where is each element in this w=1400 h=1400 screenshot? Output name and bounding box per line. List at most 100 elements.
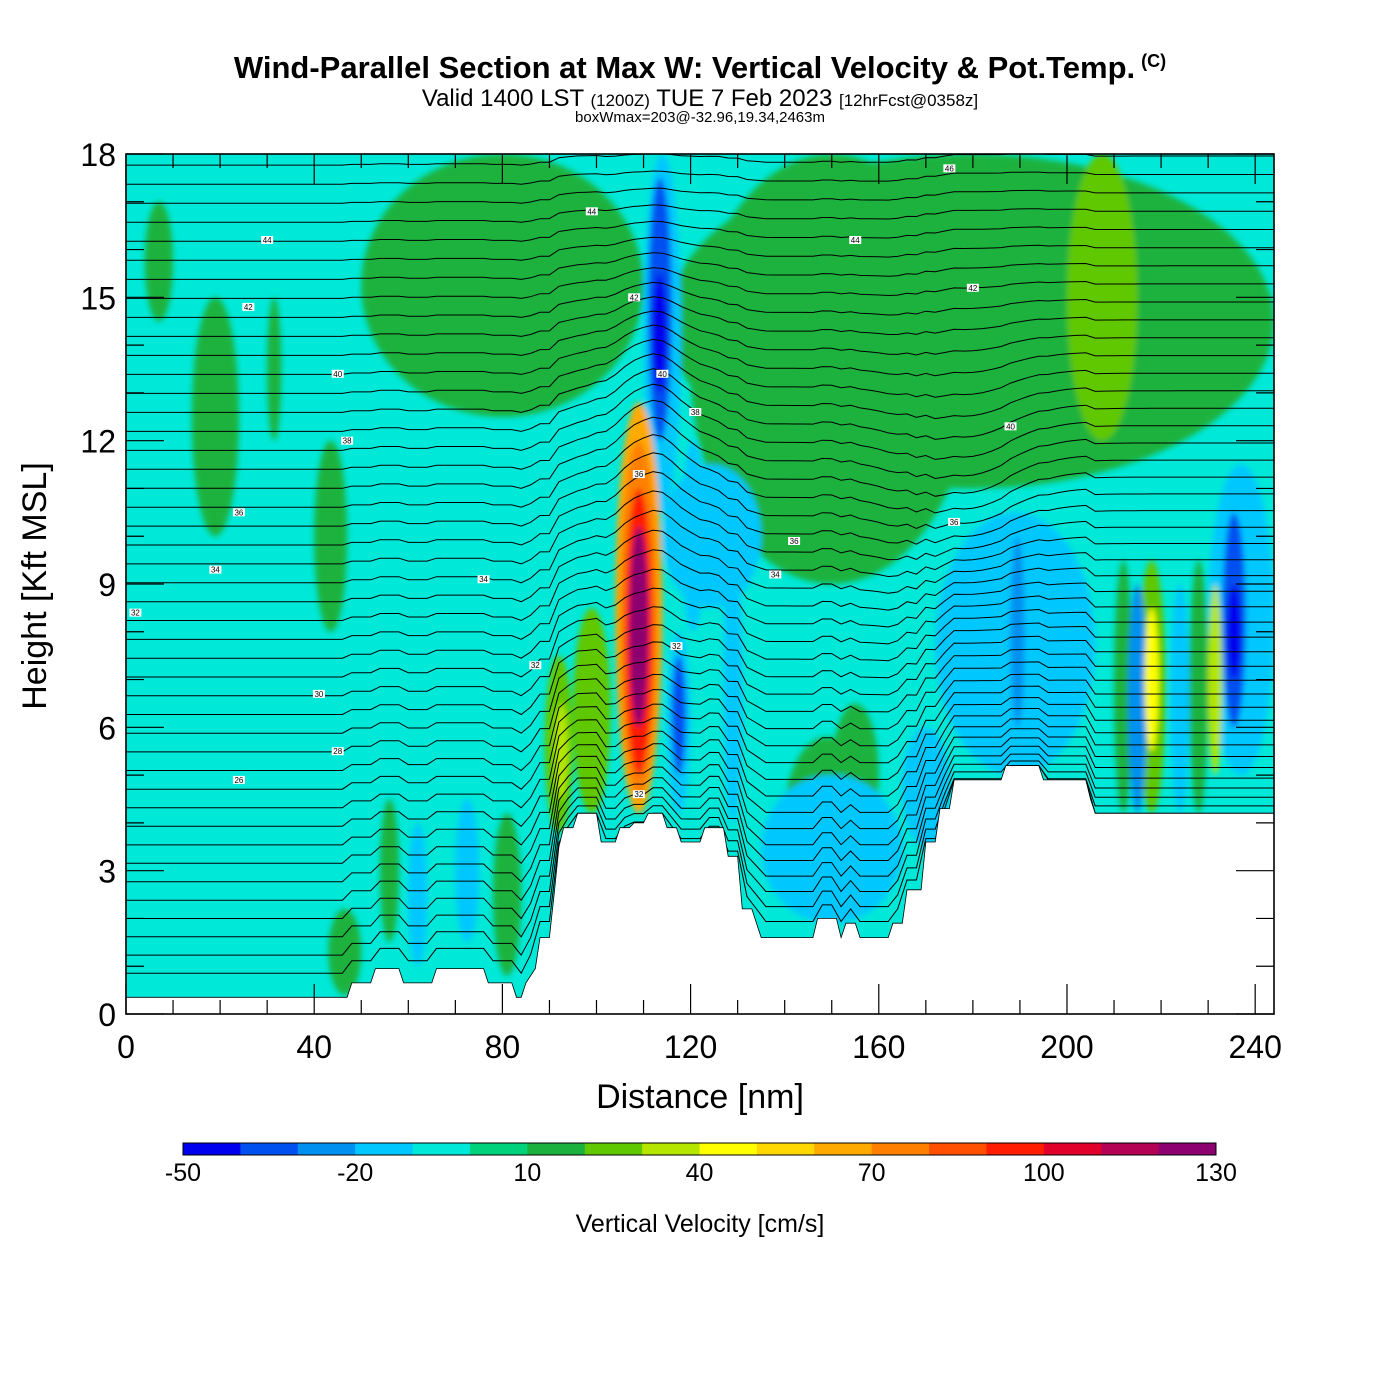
theta-label-text: 42 [630,293,639,302]
colorbar-tick-label: 10 [513,1159,541,1187]
theta-contour-line [126,661,1274,753]
colorbar-swatch [929,1143,987,1155]
colorbar-swatch [527,1143,586,1155]
w-cell [1226,584,1242,680]
theta-labels: 26 28 30 32 32 32 32 34 34 34 36 36 36 36 38 38 40 40 40 42… [129,164,1017,799]
theta-label-bg [331,369,344,378]
colorbar-swatch [412,1143,471,1155]
theta-label: 40 [656,369,669,379]
w-cell [1128,584,1147,814]
x-tick-label: 80 [485,1029,521,1065]
theta-label: 32 [129,608,142,618]
theta-label: 44 [849,236,862,245]
theta-label: 32 [670,642,683,651]
x-tick-label: 120 [664,1029,717,1065]
theta-label-bg [656,369,669,378]
w-cell [1114,560,1133,814]
theta-label-text: 38 [691,408,700,417]
theta-label-bg [632,790,645,799]
colorbar-swatch [642,1143,700,1155]
theta-label-text: 32 [634,790,643,799]
w-cell [361,154,644,417]
theta-contour-line [126,416,1274,497]
theta-label-bg [1004,422,1017,431]
y-axis-title: Height [Kft MSL] [16,462,54,710]
theta-contour-line [126,236,1274,261]
theta-contour-line [126,587,1274,659]
colorbar-tick-label: -50 [165,1159,201,1187]
theta-label: 42 [966,283,979,293]
w-cell [572,607,611,814]
theta-contour-line [126,509,1274,584]
theta-contour-line [126,568,1274,640]
theta-label-bg [529,661,542,670]
theta-contour-line [126,685,1274,790]
theta-label-text: 32 [131,609,140,618]
theta-label-bg [943,164,956,173]
theta-label: 38 [341,436,354,446]
theta-contour-line [126,399,1274,480]
theta-label: 28 [331,747,344,756]
colorbar-swatch [1158,1143,1217,1155]
w-cell [191,297,239,537]
theta-label: 36 [948,517,961,527]
theta-label-text: 36 [790,537,799,546]
theta-contour-line [126,338,1274,398]
y-tick-label: 0 [98,997,116,1033]
y-tick-label: 18 [80,137,116,173]
theta-label-bg [849,236,862,244]
theta-contour-line [126,220,1274,242]
w-cell [1189,560,1209,814]
w-cell [380,799,399,943]
x-tick-label: 240 [1228,1029,1281,1065]
theta-label: 44 [261,236,274,245]
theta-contour-line [126,635,1274,716]
theta-label-bg [628,293,641,302]
colorbar-swatch [355,1143,414,1155]
theta-contour-line [126,529,1274,603]
w-cell [761,775,903,924]
theta-label-text: 44 [263,236,272,245]
colorbar-tick-label: -20 [337,1159,373,1187]
y-tick-label: 12 [80,424,116,460]
theta-label-bg [670,642,683,651]
theta-label-bg [689,408,702,416]
theta-label-bg [477,575,490,584]
colorbar-title: Vertical Velocity [cm/s] [576,1210,825,1238]
colorbar-tick-label: 100 [1023,1159,1065,1187]
theta-contour-line [126,606,1274,678]
theta-label: 38 [689,408,702,417]
w-cell [662,464,762,608]
theta-label-bg [585,207,598,216]
theta-label-bg [232,775,245,784]
theta-label-text: 38 [343,437,352,446]
theta-label: 36 [232,508,245,517]
colorbar-border [182,1142,1217,1156]
colorbar-swatch [986,1143,1045,1155]
theta-contour-line [126,353,1274,420]
theta-label: 36 [788,537,801,546]
y-tick-label: 15 [80,280,116,316]
theta-label-text: 44 [851,236,860,245]
theta-label-text: 42 [968,284,977,293]
theta-label: 42 [628,293,641,302]
theta-label-bg [769,570,782,579]
theta-label-text: 40 [658,370,667,379]
x-tick-label: 200 [1040,1029,1093,1065]
w-cell [492,813,522,976]
theta-contour-line [126,648,1274,734]
theta-contour-line [126,760,1274,938]
colorbar-tick-label: 40 [686,1159,714,1187]
theta-contour-line [126,765,1274,957]
w-cell [267,297,282,441]
forecast-info: [12hrFcst@0358z] [838,91,979,110]
theta-label-bg [966,283,979,292]
theta-label-text: 34 [211,566,220,575]
theta-label-bg [632,470,645,479]
x-tick-label: 160 [852,1029,905,1065]
theta-label: 32 [529,661,542,670]
theta-contour-line [126,187,1274,204]
theta-contour-line [126,471,1274,546]
theta-label-bg [331,747,344,756]
